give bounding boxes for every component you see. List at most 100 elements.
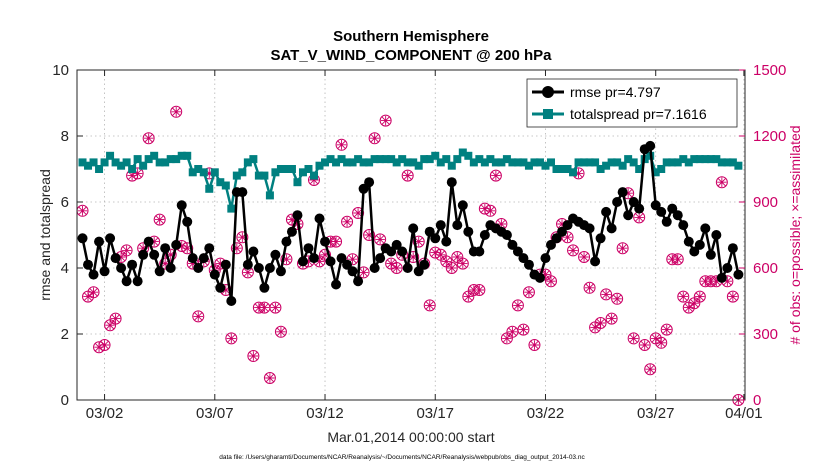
rmse-point (628, 197, 639, 207)
obs-assimilated-point (353, 208, 363, 218)
y-tick-label-left: 4 (61, 260, 69, 277)
obs-assimilated-point (612, 294, 622, 304)
rmse-point (397, 246, 408, 257)
totalspread-point (398, 155, 407, 164)
obs-assimilated-point (684, 302, 694, 313)
totalspread-point (155, 158, 164, 167)
totalspread-point (89, 158, 98, 167)
obs-assimilated-point (165, 250, 176, 260)
obs-assimilated-point (722, 276, 733, 286)
rmse-point (220, 259, 231, 270)
rmse-point (204, 243, 215, 254)
obs-possible-point (715, 176, 728, 189)
obs-possible-point (153, 213, 166, 226)
rmse-point (105, 233, 116, 244)
rmse-point (325, 256, 336, 267)
rmse-point (160, 243, 171, 254)
totalspread-point (177, 151, 186, 160)
totalspread-point (194, 165, 203, 173)
obs-possible-point (517, 323, 530, 336)
totalspread-point (684, 158, 693, 167)
x-tick-label: 04/01 (725, 405, 763, 422)
rmse-point (132, 276, 143, 287)
obs-assimilated-point (237, 232, 248, 242)
rmse-point (595, 233, 606, 244)
totalspread-point (723, 158, 732, 167)
rmse-point (557, 226, 568, 237)
totalspread-point (249, 155, 258, 164)
totalspread-point (673, 158, 682, 167)
obs-assimilated-point (182, 243, 192, 253)
obs-possible-point (544, 275, 557, 288)
rmse-point (419, 259, 430, 270)
obs-assimilated-point (661, 324, 672, 335)
obs-assimilated-point (369, 133, 380, 143)
legend-spread-marker (543, 109, 553, 119)
obs-assimilated-point (617, 243, 628, 253)
obs-assimilated-point (656, 338, 666, 348)
obs-assimilated-point (386, 258, 396, 269)
rmse-point (424, 226, 435, 237)
totalspread-point (668, 158, 677, 167)
totalspread-point (436, 158, 445, 167)
rmse-point (88, 269, 99, 280)
totalspread-point (486, 155, 495, 164)
rmse-point (303, 243, 314, 254)
rmse-point (562, 220, 573, 231)
obs-assimilated-point (309, 175, 319, 185)
obs-assimilated-point (314, 256, 325, 267)
totalspread-point (199, 168, 208, 177)
obs-assimilated-point (226, 333, 237, 344)
obs-assimilated-point (557, 219, 567, 229)
rmse-point (545, 239, 556, 250)
totalspread-point (111, 158, 120, 167)
obs-assimilated-point (127, 170, 137, 181)
obs-possible-point (335, 138, 348, 151)
totalspread-point (558, 165, 567, 173)
obs-possible-point (170, 105, 183, 118)
totalspread-point (706, 155, 715, 164)
totalspread-point (701, 155, 710, 164)
rmse-point (94, 236, 105, 247)
obs-possible-point (600, 288, 613, 301)
totalspread-point (414, 161, 423, 170)
rmse-point (259, 282, 270, 293)
legend-spread-label: totalspread pr=7.1616 (570, 106, 707, 122)
obs-assimilated-point (518, 324, 529, 335)
totalspread-point (497, 158, 506, 167)
obs-assimilated-point (94, 342, 104, 352)
rmse-point (143, 236, 154, 247)
totalspread-point (376, 155, 385, 164)
obs-assimilated-point (579, 252, 589, 262)
rmse-point (672, 210, 683, 221)
obs-assimilated-point (215, 258, 226, 269)
rmse-point (667, 203, 678, 214)
rmse-point (413, 266, 424, 277)
obs-possible-point (109, 312, 122, 325)
obs-assimilated-point (221, 285, 231, 295)
rmse-point (479, 230, 490, 240)
rmse-point (281, 236, 292, 247)
totalspread-point (166, 155, 175, 164)
obs-possible-point (567, 244, 580, 257)
rmse-point (507, 239, 518, 250)
rmse-point (182, 216, 193, 227)
rmse-point (121, 276, 132, 287)
totalspread-point (480, 158, 489, 167)
rmse-point (518, 253, 529, 264)
rmse-point (187, 253, 198, 264)
rmse-point (226, 296, 237, 306)
totalspread-point (221, 181, 230, 190)
rmse-point (342, 259, 353, 270)
rmse-point (650, 200, 661, 211)
legend-rmse-label: rmse pr=4.797 (570, 84, 661, 100)
totalspread-point (139, 161, 148, 170)
totalspread-point (409, 158, 418, 167)
obs-assimilated-point (232, 243, 242, 253)
y-tick-label-left: 10 (52, 62, 69, 79)
obs-assimilated-point (193, 311, 204, 322)
obs-possible-point (247, 350, 260, 362)
totalspread-point (519, 158, 528, 167)
rmse-point (347, 266, 358, 277)
obs-possible-point (341, 215, 354, 228)
